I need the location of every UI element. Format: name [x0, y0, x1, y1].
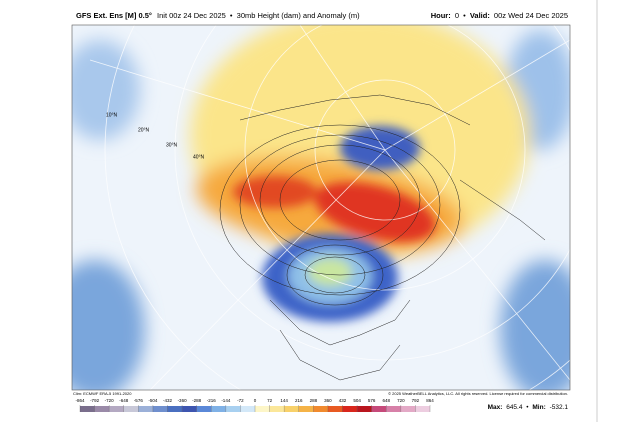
colorbar-tick-label: 864 — [426, 398, 434, 403]
colorbar-cell — [94, 406, 110, 412]
colorbar-tick-label: -792 — [90, 398, 100, 403]
lat-label: 30°N — [166, 142, 178, 148]
colorbar-cell — [211, 406, 226, 412]
colorbar-tick-label: 504 — [353, 398, 361, 403]
stats: Max: 645.4 • Min: -532.1 — [488, 404, 569, 411]
colorbar-cell — [313, 406, 328, 412]
colorbar-cell — [109, 406, 124, 412]
colorbar-cell — [255, 406, 270, 412]
header-right: Hour: 0 • Valid: 00z Wed 24 Dec 2025 — [431, 11, 568, 20]
colorbar-cell — [386, 406, 401, 412]
colorbar-tick-label: 72 — [267, 398, 273, 403]
colorbar: -864 -792 -720 -648 -576 -504 -432 -360 -288 -216… — [75, 398, 434, 412]
colorbar-tick-label: 576 — [368, 398, 376, 403]
lat-label: 40°N — [193, 154, 205, 160]
colorbar-cell — [269, 406, 285, 412]
colorbar-cell — [152, 406, 168, 412]
colorbar-tick-label: -648 — [119, 398, 129, 403]
colorbar-cell — [357, 406, 372, 412]
colorbar-tick-label: 216 — [295, 398, 303, 403]
colorbar-tick-label: -216 — [207, 398, 217, 403]
colorbar-tick-label: 432 — [339, 398, 347, 403]
colorbar-cell — [298, 406, 314, 412]
lat-label: 10°N — [106, 112, 118, 118]
colorbar-tick-label: 144 — [280, 398, 288, 403]
colorbar-cell — [138, 406, 153, 412]
header-left: GFS Ext. Ens [M] 0.5° Init 00z 24 Dec 20… — [76, 11, 360, 20]
clim-note: Clim: ECMWF ERA-5 1991-2020 — [73, 391, 132, 396]
colorbar-cell — [196, 406, 212, 412]
colorbar-cell — [240, 406, 255, 412]
colorbar-tick-label: -576 — [134, 398, 144, 403]
colorbar-tick-label: 288 — [310, 398, 318, 403]
colorbar-tick-label: 720 — [397, 398, 405, 403]
colorbar-cell — [284, 406, 299, 412]
colorbar-tick-label: 360 — [324, 398, 332, 403]
colorbar-tick-label: 792 — [412, 398, 420, 403]
colorbar-cell — [225, 406, 241, 412]
colorbar-tick-label: -144 — [221, 398, 231, 403]
colorbar-cell — [123, 406, 139, 412]
colorbar-tick-label: -360 — [178, 398, 188, 403]
lat-label: 20°N — [138, 127, 150, 133]
map-border — [71, 24, 571, 391]
colorbar-tick-label: 0 — [254, 398, 257, 403]
colorbar-tick-label: -864 — [75, 398, 85, 403]
colorbar-cell — [167, 406, 183, 412]
colorbar-cell — [80, 406, 95, 412]
colorbar-tick-label: -72 — [237, 398, 244, 403]
colorbar-cell — [342, 406, 358, 412]
map: 10°N 20°N 30°N 40°N — [72, 25, 570, 390]
colorbar-cell — [415, 406, 430, 412]
copyright: © 2025 WeatherBELL Analytics, LLC. All r… — [388, 391, 568, 396]
colorbar-tick-label: -720 — [105, 398, 115, 403]
colorbar-cell — [400, 406, 416, 412]
colorbar-tick-label: 648 — [382, 398, 390, 403]
colorbar-cell — [327, 406, 343, 412]
colorbar-tick-label: -504 — [148, 398, 158, 403]
colorbar-tick-label: -432 — [163, 398, 173, 403]
colorbar-cell — [182, 406, 197, 412]
colorbar-tick-label: -288 — [192, 398, 202, 403]
colorbar-cell — [371, 406, 387, 412]
